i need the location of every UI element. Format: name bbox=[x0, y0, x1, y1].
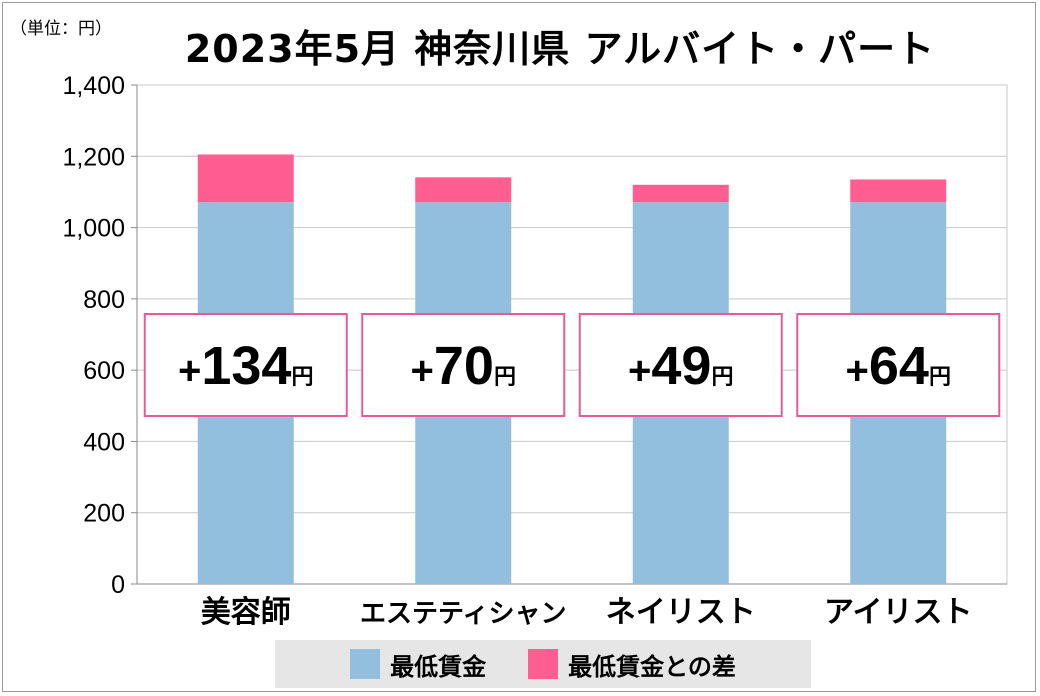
legend-item-diff: 最低賃金との差 bbox=[528, 647, 736, 682]
bar-diff bbox=[850, 179, 947, 203]
y-tick-label: 600 bbox=[83, 357, 125, 385]
legend-label-base: 最低賃金 bbox=[390, 652, 487, 681]
bar-diff bbox=[197, 154, 294, 203]
diff-label: +70円 bbox=[411, 336, 516, 396]
y-tick-label: 800 bbox=[83, 286, 125, 314]
x-category-label: ネイリスト bbox=[606, 595, 756, 630]
x-category-label: 美容師 bbox=[201, 595, 291, 630]
unit-label: （単位：円） bbox=[10, 19, 112, 39]
legend-label-diff: 最低賃金との差 bbox=[568, 652, 736, 681]
y-tick-label: 1,000 bbox=[62, 215, 125, 243]
legend-swatch-base bbox=[350, 649, 381, 679]
legend-swatch-diff bbox=[528, 649, 559, 679]
diff-label: +49円 bbox=[628, 336, 733, 396]
diff-label: +64円 bbox=[846, 336, 951, 396]
diff-label-box bbox=[361, 313, 566, 417]
diff-label: +134円 bbox=[178, 336, 313, 396]
diff-label-box bbox=[578, 313, 783, 417]
diff-label-box bbox=[796, 313, 1001, 417]
y-tick-label: 1,200 bbox=[62, 143, 125, 171]
bar-diff bbox=[632, 184, 729, 203]
y-tick-label: 1,400 bbox=[62, 72, 125, 100]
x-category-label: アイリスト bbox=[824, 595, 973, 630]
diff-label-box bbox=[143, 313, 348, 417]
x-category-label: エステティシャン bbox=[360, 599, 566, 629]
y-tick-label: 0 bbox=[111, 571, 125, 599]
y-tick-label: 200 bbox=[83, 500, 125, 528]
legend: 最低賃金 最低賃金との差 bbox=[275, 640, 811, 688]
chart-title: 2023年5月 神奈川県 アルバイト・パート bbox=[184, 27, 936, 71]
legend-item-base: 最低賃金 bbox=[350, 647, 486, 682]
bar-diff bbox=[415, 177, 512, 203]
y-tick-label: 400 bbox=[83, 428, 125, 456]
